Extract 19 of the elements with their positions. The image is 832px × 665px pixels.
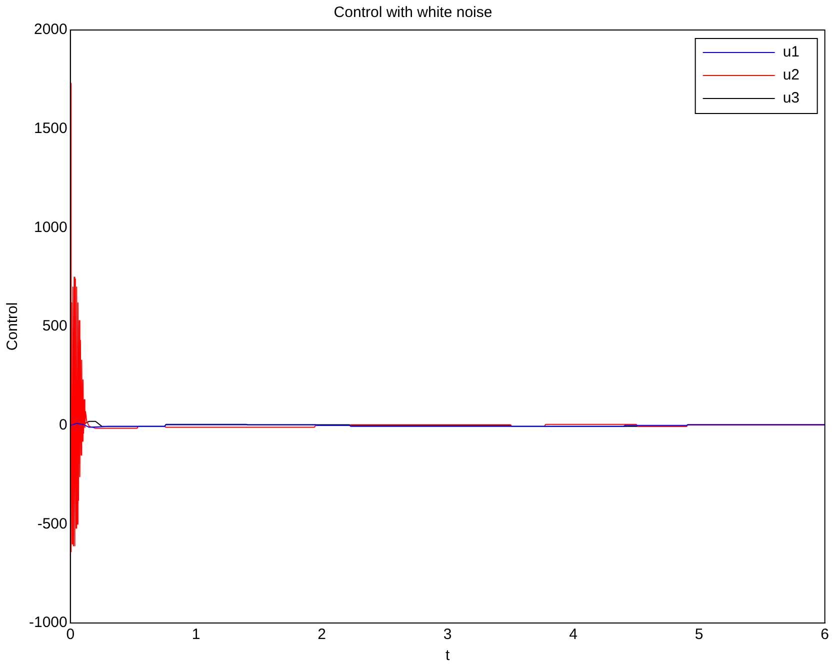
chart-title: Control with white noise [334,4,492,22]
y-tick-label: -500 [37,515,68,532]
x-tick-label: 1 [192,626,200,644]
x-tick-label: 6 [820,626,829,644]
y-tick-label: 1000 [34,218,68,236]
x-tick-label: 4 [569,626,578,644]
y-tick-label: 0 [59,416,68,434]
x-tick-label: 2 [318,626,326,644]
x-tick-label: 5 [694,626,704,644]
y-tick-label: 2000 [34,21,68,38]
legend-label: u2 [782,66,800,84]
x-axis-title: t [446,647,451,664]
y-axis-title: Control [4,302,22,351]
x-tick-label: 3 [443,626,452,644]
y-tick-label: 1500 [34,120,68,137]
legend-label: u3 [782,90,800,107]
y-tick-label: 500 [42,318,68,335]
y-tick-label: -1000 [28,614,68,632]
legend-label: u1 [782,44,800,61]
